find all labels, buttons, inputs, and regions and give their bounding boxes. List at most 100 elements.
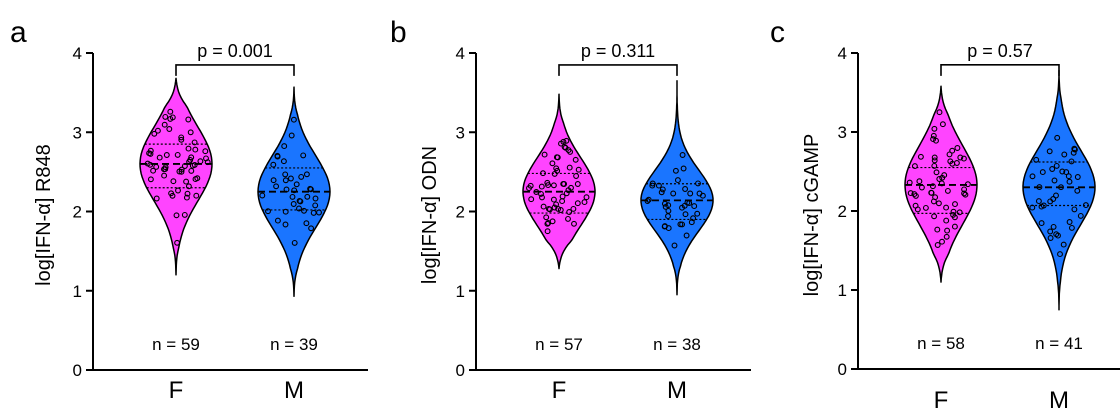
data-point	[274, 217, 281, 224]
data-point	[572, 156, 579, 163]
data-point	[554, 154, 561, 161]
data-point	[912, 192, 919, 199]
data-point	[953, 160, 960, 166]
data-point	[952, 201, 958, 208]
data-point	[931, 154, 938, 161]
data-point	[949, 147, 956, 154]
data-point	[1040, 202, 1047, 209]
data-point	[304, 193, 311, 200]
data-point	[289, 193, 296, 200]
data-point	[188, 154, 195, 161]
data-point	[944, 187, 951, 194]
data-point	[544, 220, 551, 227]
data-point	[583, 194, 590, 201]
data-point	[1055, 232, 1061, 239]
data-point	[300, 152, 307, 159]
y-tick-label: 3	[838, 123, 847, 142]
violin-F	[139, 77, 213, 276]
data-point	[649, 182, 656, 189]
data-point	[645, 196, 652, 203]
data-point	[562, 144, 569, 151]
data-point	[298, 173, 305, 180]
data-point	[162, 113, 169, 120]
data-point	[574, 181, 581, 187]
y-tick-label: 0	[456, 361, 465, 380]
category-label: F	[169, 377, 184, 404]
data-point	[1068, 224, 1075, 231]
data-point	[944, 227, 951, 234]
data-point	[553, 201, 560, 208]
data-point	[280, 158, 287, 165]
panel-letter: a	[10, 16, 27, 49]
data-point	[682, 186, 689, 192]
data-point	[301, 207, 307, 214]
data-point	[282, 177, 289, 184]
data-point	[911, 163, 918, 170]
data-point	[291, 187, 298, 194]
data-point	[178, 136, 185, 143]
y-axis-label: log[IFN-α] R848	[33, 144, 55, 286]
data-point	[1065, 173, 1072, 180]
panel-letter: c	[770, 16, 785, 49]
data-point	[659, 186, 666, 193]
data-point	[191, 139, 198, 146]
data-point	[936, 176, 943, 182]
data-point	[539, 194, 545, 201]
panel-b: b log[IFN-α] ODN 0 1 2 3 4 n = 57 Fn = 38 Mp = 0.…	[390, 16, 751, 404]
data-point	[153, 195, 160, 202]
data-point	[655, 182, 662, 189]
data-point	[167, 108, 174, 115]
data-point	[563, 190, 570, 197]
data-point	[161, 121, 168, 128]
data-point	[290, 201, 297, 207]
data-point	[906, 179, 913, 186]
data-point	[540, 170, 546, 177]
data-point	[193, 192, 200, 199]
data-point	[312, 202, 319, 209]
data-point	[175, 187, 181, 194]
data-point	[308, 225, 315, 232]
y-tick-label: 1	[838, 281, 847, 300]
data-point	[178, 134, 185, 141]
data-point	[581, 199, 588, 206]
data-point	[566, 164, 573, 171]
n-label: n = 38	[653, 335, 701, 354]
data-point	[1074, 187, 1081, 194]
data-point	[282, 171, 289, 178]
data-point	[1029, 173, 1036, 180]
data-point	[954, 145, 961, 151]
data-point	[259, 192, 266, 199]
data-point	[670, 190, 677, 197]
data-point	[947, 158, 954, 165]
data-point	[928, 189, 935, 196]
data-point	[939, 174, 946, 181]
data-point	[658, 189, 665, 196]
data-point	[544, 228, 551, 235]
data-point	[1061, 151, 1068, 158]
n-label: n = 59	[152, 335, 200, 354]
data-point	[1036, 184, 1043, 191]
data-point	[303, 220, 310, 227]
data-point	[929, 183, 936, 190]
data-point	[310, 209, 317, 216]
data-point	[194, 175, 201, 182]
violin-M	[640, 79, 714, 296]
data-point	[287, 175, 294, 182]
data-point	[1071, 206, 1078, 213]
data-point	[147, 176, 154, 183]
data-point	[163, 152, 170, 158]
y-tick-label: 3	[73, 123, 82, 142]
data-point	[943, 233, 950, 240]
data-point	[307, 185, 314, 192]
data-point	[912, 202, 919, 209]
violin-M	[1022, 69, 1096, 311]
data-point	[312, 195, 319, 202]
significance-bracket	[940, 64, 1060, 76]
category-label: M	[1049, 387, 1069, 414]
data-point	[178, 168, 185, 175]
data-point	[679, 152, 686, 158]
data-point	[549, 160, 556, 167]
y-tick-label: 4	[73, 44, 82, 63]
data-point	[202, 148, 209, 155]
data-point	[1029, 204, 1036, 211]
